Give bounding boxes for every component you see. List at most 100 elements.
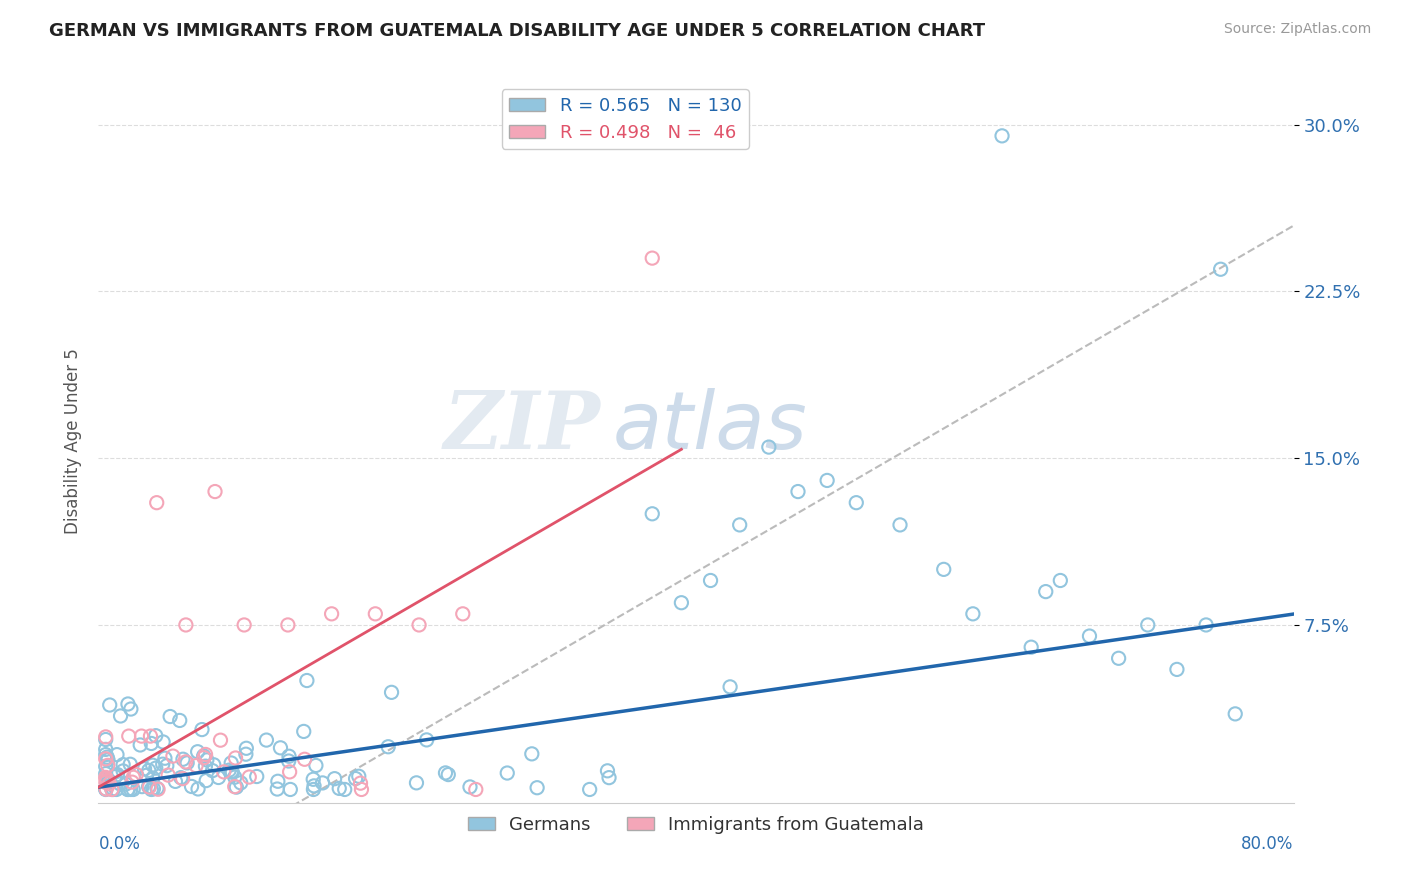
Point: [180, 780, 202, 794]
Legend: Germans, Immigrants from Guatemala: Germans, Immigrants from Guatemala: [461, 808, 931, 841]
Point: [110, 709, 132, 723]
Point: [328, 781, 350, 796]
Point: [145, 729, 167, 743]
Point: [94, 772, 117, 786]
Point: [194, 759, 217, 773]
Point: [97, 753, 120, 767]
Point: [233, 618, 256, 632]
Point: [349, 776, 371, 790]
Point: [991, 128, 1014, 143]
Point: [1166, 662, 1188, 676]
Point: [520, 747, 543, 761]
Point: [235, 747, 257, 762]
Point: [156, 758, 179, 772]
Point: [377, 739, 399, 754]
Point: [204, 484, 226, 499]
Point: [278, 782, 301, 797]
Point: [94, 766, 117, 780]
Point: [110, 777, 132, 791]
Point: [172, 752, 194, 766]
Point: [1049, 574, 1071, 588]
Point: [225, 780, 247, 794]
Point: [138, 780, 160, 794]
Point: [277, 754, 299, 768]
Point: [195, 753, 218, 767]
Point: [641, 251, 664, 265]
Point: [496, 766, 519, 780]
Point: [145, 761, 167, 775]
Point: [1078, 629, 1101, 643]
Point: [1209, 262, 1232, 277]
Point: [159, 709, 181, 723]
Point: [193, 748, 215, 763]
Point: [94, 775, 117, 789]
Point: [176, 756, 198, 770]
Text: 0.0%: 0.0%: [98, 835, 141, 854]
Point: [596, 764, 619, 778]
Point: [464, 782, 486, 797]
Point: [321, 607, 343, 621]
Point: [1019, 640, 1042, 655]
Point: [302, 772, 325, 787]
Point: [103, 782, 125, 797]
Point: [246, 770, 269, 784]
Point: [94, 752, 117, 766]
Point: [235, 741, 257, 756]
Point: [277, 618, 299, 632]
Point: [224, 770, 246, 784]
Point: [146, 782, 169, 797]
Point: [114, 777, 136, 791]
Point: [94, 781, 117, 796]
Point: [598, 771, 620, 785]
Point: [101, 782, 124, 797]
Point: [142, 771, 165, 785]
Point: [405, 776, 427, 790]
Point: [134, 762, 156, 776]
Point: [152, 735, 174, 749]
Point: [728, 517, 751, 532]
Point: [96, 782, 118, 797]
Point: [112, 764, 135, 778]
Point: [1195, 618, 1218, 632]
Point: [671, 596, 693, 610]
Point: [344, 772, 367, 786]
Point: [218, 763, 240, 777]
Point: [194, 747, 217, 762]
Point: [129, 738, 152, 752]
Point: [209, 733, 232, 747]
Point: [207, 771, 229, 785]
Point: [138, 780, 160, 794]
Point: [408, 618, 430, 632]
Point: [187, 745, 209, 759]
Point: [142, 781, 165, 796]
Point: [174, 755, 197, 769]
Point: [641, 507, 664, 521]
Point: [94, 759, 117, 773]
Point: [174, 618, 197, 632]
Point: [434, 765, 457, 780]
Point: [193, 750, 215, 764]
Point: [97, 772, 120, 787]
Text: 80.0%: 80.0%: [1241, 835, 1294, 854]
Point: [96, 750, 118, 764]
Point: [458, 780, 481, 794]
Point: [718, 680, 741, 694]
Point: [98, 777, 121, 791]
Point: [142, 758, 165, 772]
Point: [141, 736, 163, 750]
Point: [104, 770, 127, 784]
Point: [787, 484, 810, 499]
Point: [187, 781, 209, 796]
Point: [96, 773, 118, 788]
Point: [146, 781, 169, 796]
Point: [105, 747, 128, 762]
Point: [225, 751, 247, 765]
Point: [323, 772, 346, 786]
Point: [121, 775, 143, 789]
Point: [294, 752, 316, 766]
Point: [451, 607, 474, 621]
Point: [302, 782, 325, 797]
Point: [254, 733, 277, 747]
Point: [117, 697, 139, 711]
Point: [932, 562, 955, 576]
